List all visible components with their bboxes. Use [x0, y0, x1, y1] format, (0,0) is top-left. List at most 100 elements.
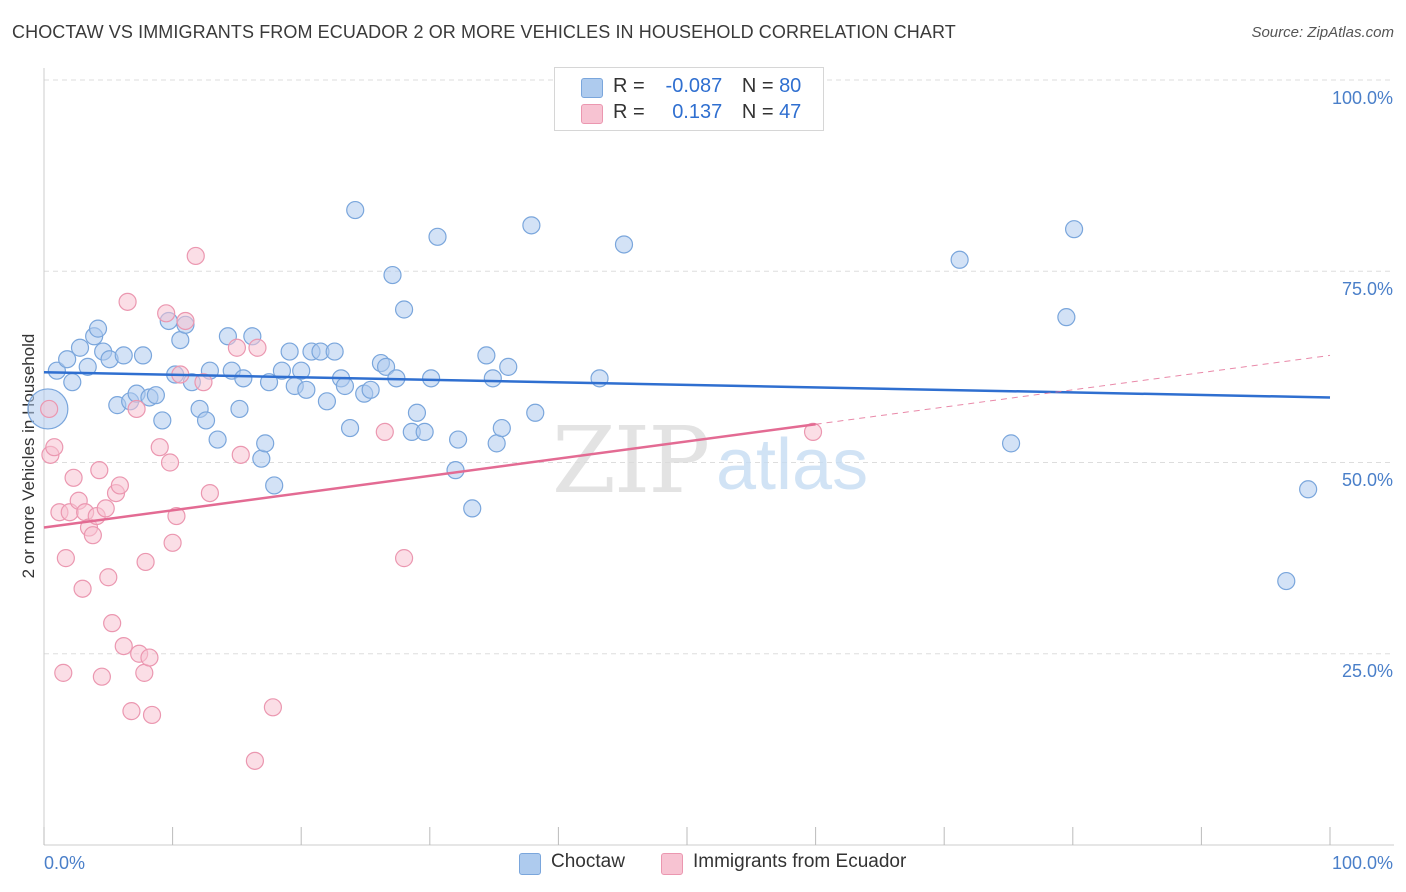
ecuador-point-43: [245, 751, 265, 770]
choctaw-point-39: [292, 361, 311, 380]
ecuador-point-36: [176, 311, 195, 331]
ecuador-point-39: [200, 484, 219, 503]
legend-n-label: N =: [741, 75, 774, 97]
choctaw-point-30: [234, 369, 253, 388]
ecuador-point-15: [92, 667, 111, 686]
ecuador-point-26: [135, 663, 154, 682]
ecuador-trend-line: [43, 423, 816, 529]
choctaw-point-16: [146, 386, 165, 405]
ecuador-point-31: [157, 304, 176, 323]
choctaw-point-14: [133, 346, 153, 365]
legend-text-ecuador: R = 0.137 N = 47: [613, 101, 801, 124]
choctaw-point-57: [407, 403, 427, 422]
choctaw-point-1: [47, 361, 66, 380]
y-tick-label-100: 100.0%: [1332, 88, 1393, 108]
grid-lines: [44, 79, 1394, 655]
ecuador-point-16: [96, 499, 115, 518]
legend-n-label: N =: [741, 101, 774, 123]
choctaw-point-53: [383, 265, 402, 285]
ecuador-point-29: [142, 705, 162, 725]
y-axis-title: 2 or more Vehicles in Household: [19, 334, 38, 579]
choctaw-point-73: [950, 250, 969, 269]
choctaw-point-11: [114, 346, 133, 365]
choctaw-point-76: [1064, 220, 1084, 239]
choctaw-point-75: [1057, 308, 1076, 327]
ecuador-point-32: [160, 453, 180, 472]
ecuador-point-14: [90, 461, 109, 480]
legend-r-value: -0.087: [665, 75, 723, 97]
trend-lines: [43, 354, 1331, 529]
correlation-legend: R = -0.087 N = 80 R = 0.137 N = 47: [554, 67, 824, 131]
ecuador-point-18: [103, 614, 122, 633]
choctaw-point-61: [448, 430, 468, 449]
choctaw-point-74: [1001, 434, 1021, 453]
watermark-zip: ZIP: [552, 407, 708, 514]
choctaw-point-68: [499, 357, 518, 376]
choctaw-point-63: [463, 499, 482, 518]
legend-swatch-blue: [581, 78, 603, 98]
choctaw-point-48: [346, 200, 365, 220]
choctaw-point-50: [361, 380, 380, 399]
ecuador-point-5: [56, 549, 75, 568]
ecuador-point-21: [114, 636, 133, 656]
legend-r-label: R =: [613, 101, 645, 123]
choctaw-point-65: [483, 369, 502, 388]
y-axis-tick-labels: 100.0% 75.0% 50.0% 25.0%: [1332, 88, 1393, 681]
choctaw-point-58: [415, 422, 434, 441]
x-axis-ticks: [43, 827, 1331, 845]
ecuador-point-9: [73, 579, 92, 598]
legend-swatch-pink: [581, 104, 603, 124]
choctaw-point-4: [70, 338, 90, 357]
choctaw-point-35: [265, 476, 284, 495]
ecuador-point-4: [54, 663, 73, 682]
choctaw-point-44: [325, 342, 344, 361]
watermark: ZIP atlas: [552, 407, 868, 514]
choctaw-point-43: [317, 392, 337, 411]
ecuador-point-45: [375, 422, 394, 441]
choctaw-point-70: [526, 403, 545, 422]
choctaw-point-17: [153, 411, 172, 430]
choctaw-point-46: [335, 376, 355, 396]
ecuador-trend-extension: [815, 354, 1331, 425]
choctaw-point-67: [492, 418, 511, 438]
ecuador-point-44: [263, 698, 283, 717]
y-tick-label-50: 50.0%: [1342, 470, 1393, 490]
legend-text-choctaw: R = -0.087 N = 80: [613, 75, 801, 98]
ecuador-point-28: [140, 648, 159, 667]
choctaw-point-3: [63, 373, 82, 392]
choctaw-point-59: [421, 369, 441, 388]
legend-r-value: 0.137: [672, 101, 723, 123]
series-choctaw: [27, 200, 1318, 591]
ecuador-point-30: [150, 438, 169, 457]
legend-n-value: 80: [779, 75, 802, 97]
choctaw-point-52: [376, 357, 396, 376]
choctaw-trend-line: [43, 370, 1331, 399]
ecuador-point-7: [64, 468, 83, 487]
choctaw-point-62: [446, 461, 465, 480]
choctaw-point-36: [272, 361, 292, 380]
ecuador-point-38: [194, 373, 213, 392]
choctaw-point-47: [340, 418, 360, 438]
choctaw-point-66: [487, 434, 506, 453]
series-legend: Choctaw Immigrants from Ecuador: [0, 850, 1406, 880]
ecuador-point-12: [83, 526, 102, 545]
choctaw-point-69: [522, 216, 541, 235]
ecuador-point-2: [45, 438, 64, 457]
legend-label-choctaw: Choctaw: [551, 851, 625, 872]
choctaw-point-77: [1299, 480, 1318, 499]
ecuador-point-40: [227, 338, 246, 357]
legend-swatch-choctaw: [519, 853, 541, 875]
choctaw-point-55: [394, 300, 414, 319]
choctaw-point-40: [297, 380, 316, 399]
choctaw-point-32: [252, 449, 271, 468]
y-tick-label-25: 25.0%: [1342, 661, 1393, 681]
chart-source: Source: ZipAtlas.com: [1251, 24, 1394, 41]
legend-label-ecuador: Immigrants from Ecuador: [693, 851, 907, 872]
ecuador-point-37: [186, 246, 205, 266]
x-tick-label-max: 100.0%: [1332, 853, 1393, 873]
choctaw-point-7: [88, 319, 108, 338]
ecuador-point-17: [99, 568, 118, 587]
choctaw-point-5: [78, 357, 97, 376]
choctaw-point-37: [280, 342, 299, 361]
